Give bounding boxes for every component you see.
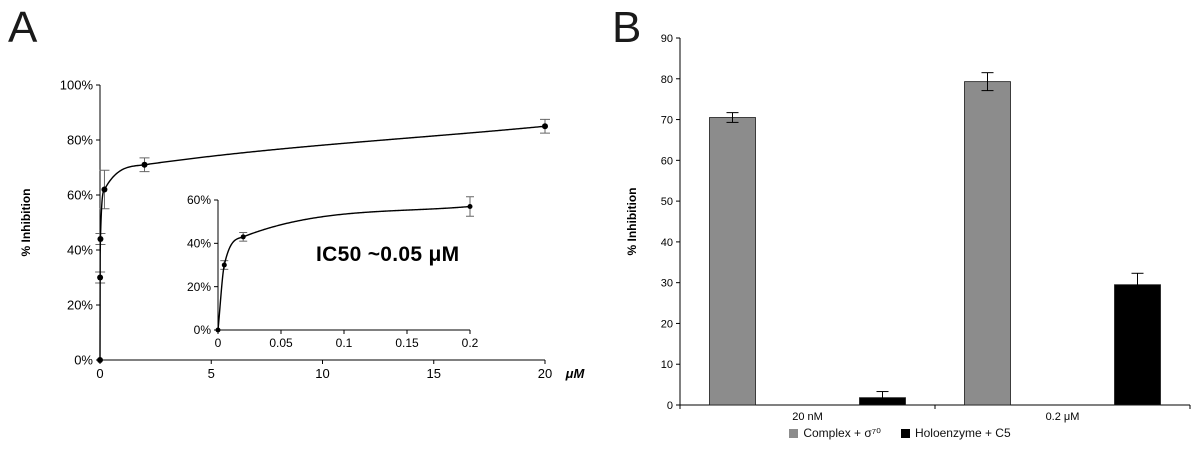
svg-text:70: 70 [661, 115, 673, 127]
svg-text:100%: 100% [60, 78, 94, 93]
legend-swatch-holoenzyme [900, 428, 910, 438]
svg-text:60%: 60% [67, 188, 93, 203]
dose-response-chart: 0% 20% 40% 60% 80% 100% 0 5 10 15 20 μM % Inhibition… [19, 78, 586, 381]
svg-text:50: 50 [661, 196, 673, 208]
svg-text:% Inhibition: % Inhibition [625, 188, 639, 256]
legend-label-holoenzyme: Holoenzyme + C5 [914, 426, 1011, 440]
dose-response-main: 0% 20% 40% 60% 80% 100% 0 5 10 15 20 μM % Inhibition [19, 78, 586, 381]
legend: Complex + σ⁷⁰ Holoenzyme + C5 [600, 426, 1200, 440]
dose-response-inset: 0% 20% 40% 60% 0 0.05 0.1 0.15 0.2 [178, 190, 479, 354]
svg-text:20 nM: 20 nM [792, 411, 823, 423]
svg-text:40%: 40% [187, 237, 211, 251]
svg-text:0.2: 0.2 [462, 336, 479, 350]
svg-text:0%: 0% [194, 323, 212, 337]
panel-a-label: A [8, 3, 38, 52]
svg-text:0.1: 0.1 [336, 336, 353, 350]
svg-text:30: 30 [661, 278, 673, 290]
svg-text:0.05: 0.05 [269, 336, 293, 350]
svg-text:80: 80 [661, 74, 673, 86]
legend-swatch-complex [789, 428, 799, 438]
svg-text:20: 20 [538, 366, 552, 381]
ic50-annotation: IC50 ~0.05 μM [316, 243, 460, 266]
svg-text:80%: 80% [67, 133, 93, 148]
svg-text:60: 60 [661, 155, 673, 167]
legend-label-complex: Complex + σ⁷⁰ [803, 426, 881, 440]
svg-text:0: 0 [96, 366, 103, 381]
svg-text:60%: 60% [187, 193, 211, 207]
legend-item-holoenzyme: Holoenzyme + C5 [900, 426, 1011, 440]
svg-text:20: 20 [661, 318, 673, 330]
bar-chart: 0 10 20 30 40 50 60 70 80 90 % Inhibition 20 nM 0.2 … [625, 33, 1191, 423]
svg-text:μM: μM [565, 366, 586, 381]
svg-text:0.15: 0.15 [395, 336, 419, 350]
svg-text:0.2 μM: 0.2 μM [1046, 411, 1080, 423]
svg-text:10: 10 [661, 359, 673, 371]
panel-b-label: B [612, 3, 642, 52]
svg-text:0: 0 [215, 336, 222, 350]
svg-text:% Inhibition: % Inhibition [19, 189, 33, 257]
bar [709, 117, 756, 406]
svg-text:20%: 20% [67, 298, 93, 313]
svg-text:90: 90 [661, 33, 673, 45]
svg-text:0: 0 [667, 400, 673, 412]
bar [964, 81, 1011, 406]
inhibition-bars: 0 10 20 30 40 50 60 70 80 90 % Inhibition 20 nM 0.2 … [625, 33, 1191, 423]
svg-text:40%: 40% [67, 243, 93, 258]
svg-text:5: 5 [208, 366, 215, 381]
svg-text:15: 15 [427, 366, 441, 381]
legend-item-complex: Complex + σ⁷⁰ [789, 426, 881, 440]
svg-text:10: 10 [315, 366, 329, 381]
svg-text:20%: 20% [187, 280, 211, 294]
bar [1114, 284, 1161, 406]
svg-text:0%: 0% [74, 353, 93, 368]
svg-text:40: 40 [661, 237, 673, 249]
